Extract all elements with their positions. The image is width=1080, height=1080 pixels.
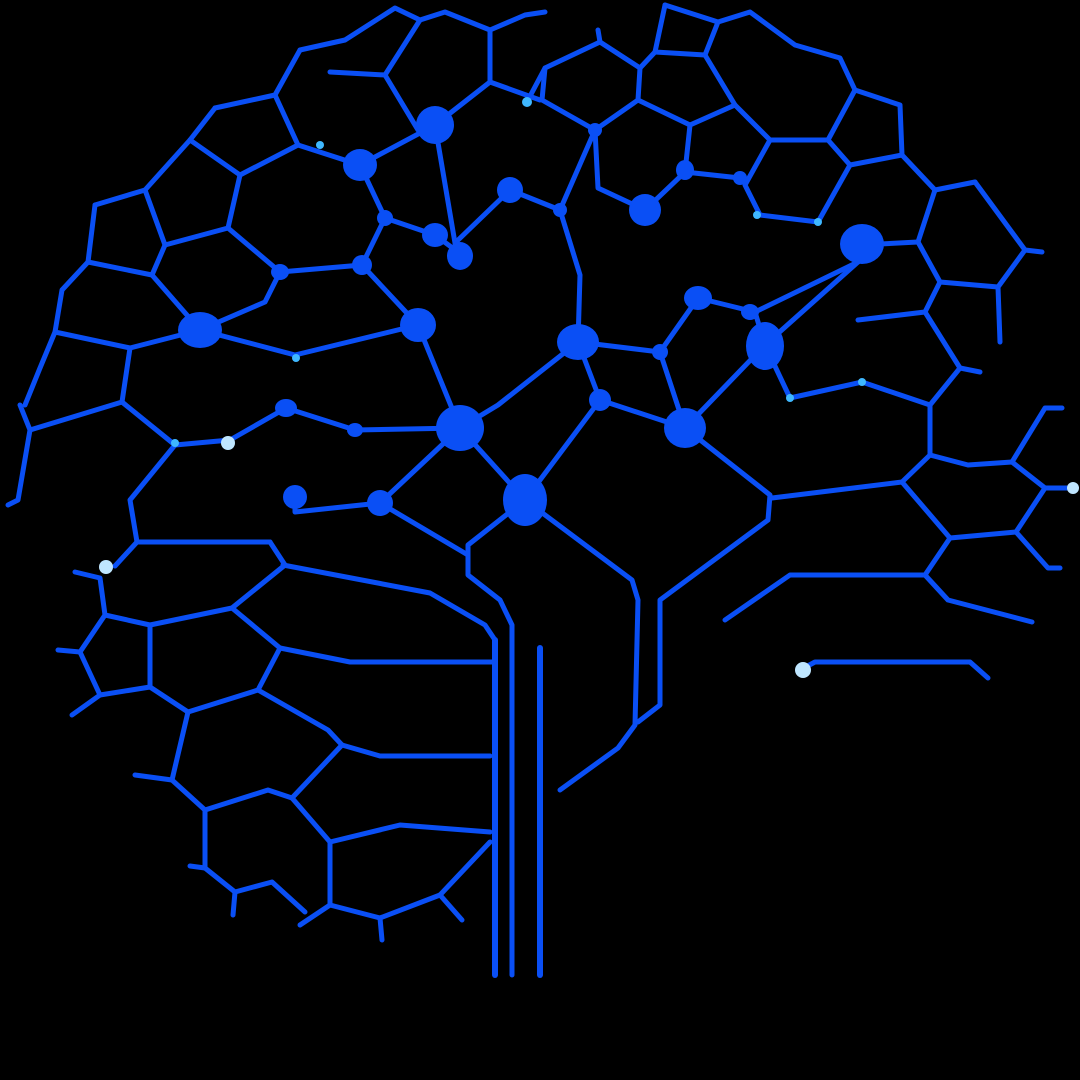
synapse-node: [553, 203, 567, 217]
highlight-glint: [292, 354, 300, 362]
synapse-node: [275, 399, 297, 417]
synapse-node: [684, 286, 712, 310]
highlight-glint: [171, 439, 179, 447]
synapse-node: [733, 171, 747, 185]
synapse-node: [271, 264, 289, 280]
highlight-glint: [316, 141, 324, 149]
synapse-node: [746, 322, 784, 370]
synapse-node: [447, 242, 473, 270]
highlight-glint: [753, 211, 761, 219]
synapse-node: [377, 210, 393, 226]
highlight-glint: [221, 436, 235, 450]
synapse-node: [416, 106, 454, 144]
synapse-node: [676, 160, 694, 180]
synapse-node: [589, 389, 611, 411]
synapse-node: [352, 255, 372, 275]
highlight-glint: [786, 394, 794, 402]
synapse-node: [178, 312, 222, 348]
synapse-node: [343, 149, 377, 181]
highlight-glint: [1067, 482, 1079, 494]
synapse-node: [400, 308, 436, 342]
highlight-glints: [99, 97, 1079, 678]
synapse-node: [422, 223, 448, 247]
synapse-node: [664, 408, 706, 448]
synapse-node: [629, 194, 661, 226]
synapse-node: [741, 304, 759, 320]
synapse-node: [652, 344, 668, 360]
highlight-glint: [795, 662, 811, 678]
highlight-glint: [858, 378, 866, 386]
synapse-node: [367, 490, 393, 516]
synapse-node: [557, 324, 599, 360]
neural-mesh: [5, 2, 1075, 943]
synapse-node: [503, 474, 547, 526]
synapse-node: [283, 485, 307, 509]
synapse-node: [840, 224, 884, 264]
synapse-node: [588, 123, 602, 137]
synapse-node: [347, 423, 363, 437]
synapse-nodes: [178, 106, 884, 526]
synapse-node: [497, 177, 523, 203]
synapse-node: [436, 405, 484, 451]
highlight-glint: [522, 97, 532, 107]
highlight-glint: [99, 560, 113, 574]
highlight-glint: [814, 218, 822, 226]
